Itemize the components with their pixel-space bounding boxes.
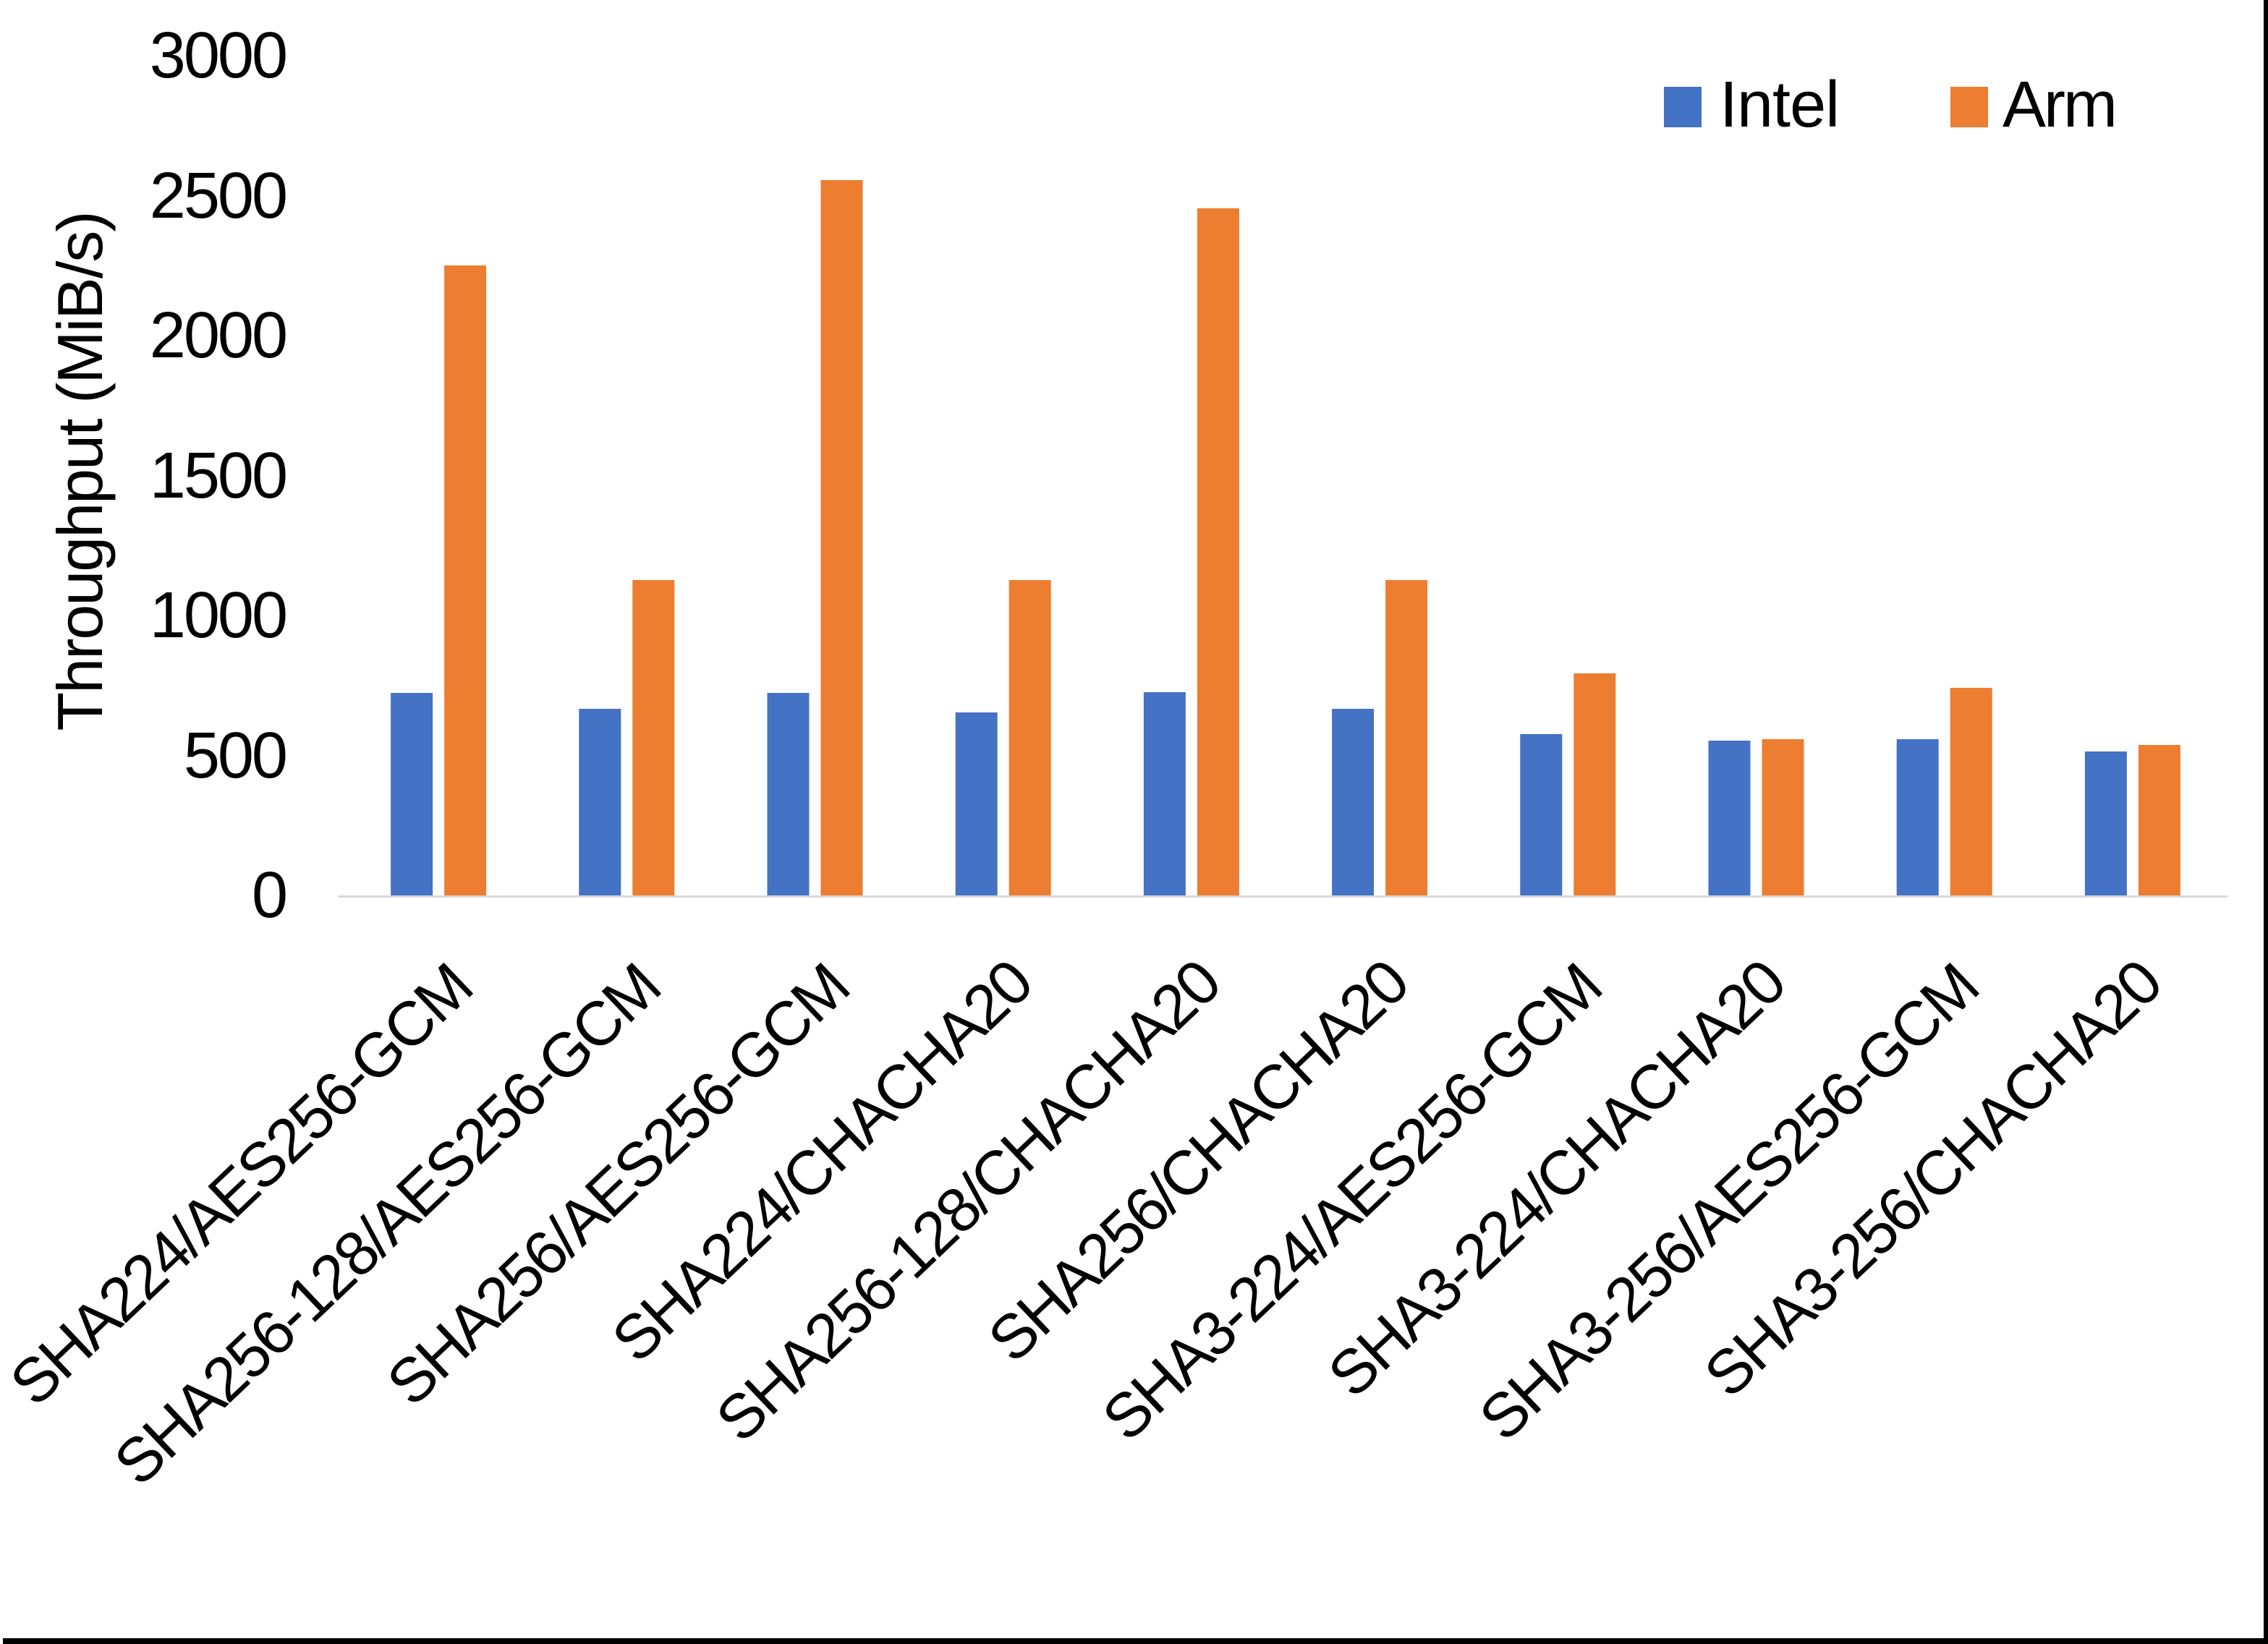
svg-text:1000: 1000 — [150, 579, 286, 652]
svg-text:Intel: Intel — [1720, 69, 1839, 141]
svg-text:Arm: Arm — [2002, 69, 2115, 141]
svg-text:3000: 3000 — [150, 20, 286, 92]
svg-text:0: 0 — [252, 859, 286, 932]
svg-text:500: 500 — [184, 720, 286, 792]
svg-text:2500: 2500 — [150, 160, 286, 232]
svg-text:Throughput (MiB/s): Throughput (MiB/s) — [44, 212, 116, 731]
svg-text:1500: 1500 — [150, 440, 286, 512]
svg-text:2000: 2000 — [150, 299, 286, 372]
